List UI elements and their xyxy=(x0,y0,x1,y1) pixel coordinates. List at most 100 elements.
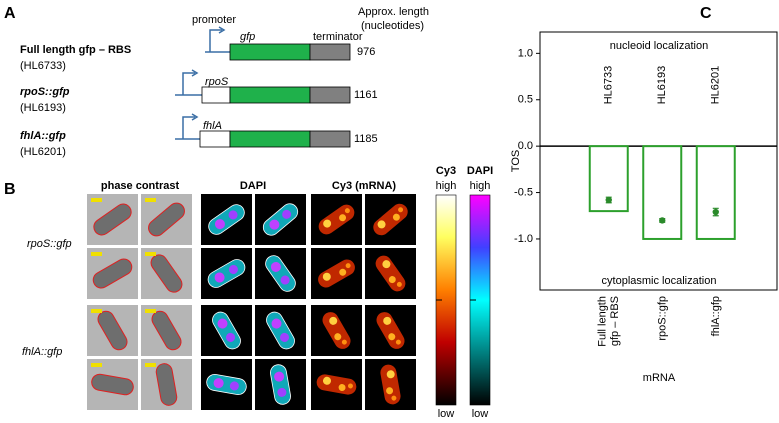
construct-name: Full length gfp – RBS xyxy=(20,44,131,56)
y-tick-label: 0.5 xyxy=(518,94,533,106)
colorbar-low: low xyxy=(438,408,455,420)
colorbar-high: high xyxy=(470,180,491,192)
panel-label: B xyxy=(4,181,16,198)
cell xyxy=(322,312,351,349)
bar-label: HL6201 xyxy=(710,66,722,105)
arrow xyxy=(182,116,195,139)
cell xyxy=(91,373,134,396)
strain: (HL6193) xyxy=(20,102,66,114)
column-heading: phase contrast xyxy=(101,180,180,192)
x-axis-label: mRNA xyxy=(643,372,676,384)
spot xyxy=(377,220,386,229)
cell xyxy=(375,255,406,292)
x-tick-label: Full lengthgfp – RBS xyxy=(597,296,621,347)
promoter-box xyxy=(201,86,231,104)
cell xyxy=(92,258,133,289)
cell xyxy=(93,203,132,236)
cell-body xyxy=(92,258,133,289)
point xyxy=(605,196,612,204)
nucleoid xyxy=(270,261,281,272)
arrow-head xyxy=(191,69,199,77)
constructs xyxy=(199,43,351,148)
nucleoid xyxy=(226,332,235,342)
arrow xyxy=(182,72,195,95)
nucleoid xyxy=(282,209,292,219)
micrographs xyxy=(87,194,416,410)
bar-label: HL6193 xyxy=(656,66,668,105)
cell xyxy=(318,259,355,288)
promoter-arrows xyxy=(175,26,230,140)
nucleoid xyxy=(228,265,238,274)
spot xyxy=(344,208,350,214)
scale-bar xyxy=(145,363,156,367)
point xyxy=(712,208,719,216)
spot xyxy=(395,339,401,345)
cell xyxy=(373,203,408,236)
spot xyxy=(339,214,347,222)
spot xyxy=(388,333,396,341)
cell xyxy=(208,204,245,235)
spot xyxy=(322,376,331,385)
spot xyxy=(392,213,400,221)
y-tick-label: 1.0 xyxy=(518,47,533,59)
x-tick-label: rpoS::gfp xyxy=(656,296,668,341)
nucleoid xyxy=(214,272,225,283)
spot xyxy=(339,268,347,276)
cell-body xyxy=(150,254,183,293)
cell xyxy=(316,374,357,395)
scale-bar xyxy=(91,198,102,202)
column-heading: Cy3 (mRNA) xyxy=(332,180,397,192)
length: 1161 xyxy=(354,89,378,101)
nucleoid xyxy=(274,371,285,382)
cell-body xyxy=(155,363,178,406)
spot xyxy=(347,383,353,389)
cell xyxy=(206,374,247,395)
cell xyxy=(207,259,246,288)
spot xyxy=(345,263,351,269)
colorbar-title: Cy3 xyxy=(436,165,456,177)
scale-bar xyxy=(145,252,156,256)
length: 1185 xyxy=(354,133,378,145)
nucleoid xyxy=(228,210,238,220)
strain: (HL6733) xyxy=(20,60,66,72)
cell xyxy=(376,312,405,349)
terminator-label: terminator xyxy=(313,31,363,43)
scale-bar xyxy=(91,363,102,367)
scale-bar xyxy=(145,198,156,202)
cell xyxy=(262,203,299,236)
cell xyxy=(265,255,296,292)
colorbar-high: high xyxy=(436,180,457,192)
arrow-head xyxy=(218,26,226,34)
spot xyxy=(398,207,404,213)
colorbar-low: low xyxy=(472,408,489,420)
construct-name: rpoS::gfp xyxy=(20,86,70,98)
cell xyxy=(155,363,178,406)
spot xyxy=(391,395,397,401)
bar xyxy=(642,145,683,240)
arrow-head xyxy=(191,113,199,121)
scale-bar xyxy=(145,309,156,313)
spot xyxy=(341,339,347,345)
spot xyxy=(329,316,338,325)
gene-label: gfp xyxy=(240,31,255,43)
nucleoid xyxy=(277,387,287,397)
chart: 1.0 0.5 0.0 -0.5 -1.0 TOS mRNA nucleoid localiz… xyxy=(510,31,778,384)
promoter-name: rpoS xyxy=(205,76,229,88)
promoter-name: fhlA xyxy=(203,120,222,132)
spot xyxy=(334,333,342,341)
bar xyxy=(695,145,736,240)
spot xyxy=(382,260,391,269)
terminator-box xyxy=(309,130,351,148)
spot xyxy=(322,272,331,281)
arrow xyxy=(209,29,222,52)
terminator-box xyxy=(309,86,351,104)
construct-name: fhlA::gfp xyxy=(20,130,66,142)
y-axis-label: TOS xyxy=(510,150,522,172)
promoter-label: promoter xyxy=(192,14,236,26)
gfp-box xyxy=(229,43,311,61)
spot xyxy=(386,370,395,379)
x-tick-label: fhlA::gfp xyxy=(710,296,722,336)
cell xyxy=(148,202,185,237)
cell xyxy=(212,311,241,350)
